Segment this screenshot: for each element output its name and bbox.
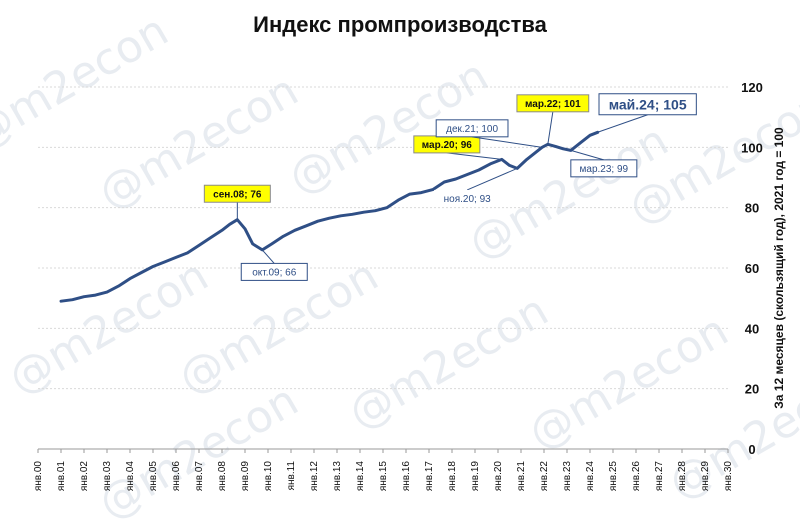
y-tick-label: 80 <box>745 201 759 216</box>
annotation-leader <box>446 152 502 160</box>
watermark-text: @m2econ <box>0 5 177 160</box>
annotation-label: май.24; 105 <box>609 96 687 112</box>
x-tick-label: янв.19 <box>470 461 481 492</box>
x-tick-label: янв.06 <box>171 461 182 492</box>
x-tick-label: янв.27 <box>654 461 665 492</box>
annotation-label: мар.20; 96 <box>422 140 473 151</box>
x-tick-label: янв.10 <box>263 461 274 492</box>
series-layer <box>59 130 600 303</box>
annotation-label: дек.21; 100 <box>446 124 498 135</box>
annotation-box <box>203 184 271 203</box>
annotation-box <box>435 119 509 138</box>
annotation-leader <box>597 114 648 133</box>
annotation-box <box>570 159 638 178</box>
annotation-leader <box>547 111 554 145</box>
x-tick-label: янв.14 <box>355 461 366 492</box>
x-tick-label: янв.23 <box>562 461 573 492</box>
x-tick-label: янв.26 <box>631 461 642 492</box>
annotation-label: сен.08; 76 <box>213 189 262 200</box>
x-tick-label: янв.05 <box>148 461 159 492</box>
x-tick-label: янв.04 <box>125 461 136 492</box>
y-tick-label: 100 <box>741 140 763 155</box>
series-line <box>59 130 600 303</box>
x-tick-label: янв.24 <box>585 461 596 492</box>
annotation-label: окт.09; 66 <box>252 268 297 279</box>
x-tick-label: янв.15 <box>378 461 389 492</box>
annotation-layer: сен.08; 76 окт.09; 66 мар.20; 96 ноя.20; 93… <box>203 93 697 281</box>
y-tick-label: 60 <box>745 261 759 276</box>
y-tick-label: 20 <box>745 382 759 397</box>
annotation-box <box>240 262 308 281</box>
x-tick-label: янв.18 <box>447 461 458 492</box>
watermark-layer: @m2econ@m2econ@m2econ@m2econ@m2econ@m2ec… <box>0 5 800 522</box>
watermark-text: @m2econ <box>90 65 307 220</box>
y-axis-label: За 12 месяцев (скользящий год), 2021 год… <box>772 127 786 409</box>
annotation-box <box>434 189 501 207</box>
x-tick-label: янв.25 <box>608 461 619 492</box>
x-tick-label: янв.30 <box>723 461 734 492</box>
x-tick-label: янв.22 <box>539 461 550 492</box>
annotation-leader <box>570 149 604 161</box>
x-tick-label: янв.21 <box>516 461 527 492</box>
y-tick-label: 40 <box>745 321 759 336</box>
x-tick-label: янв.09 <box>240 461 251 492</box>
chart-title: Индекс промпроизводства <box>253 12 547 37</box>
y-tick-label: 0 <box>748 442 755 457</box>
annotation-label: ноя.20; 93 <box>444 194 492 205</box>
x-tick-label: янв.00 <box>33 461 44 492</box>
x-tick-label: янв.28 <box>677 461 688 492</box>
annotation-label: мар.23; 99 <box>580 164 629 175</box>
x-tick-label: янв.29 <box>700 461 711 492</box>
x-tick-label: янв.12 <box>309 461 320 492</box>
x-tick-label: янв.02 <box>79 461 90 492</box>
x-tick-label: янв.20 <box>493 461 504 492</box>
annotation-leader <box>261 249 275 264</box>
axis-layer: 0 20 40 60 80 100 120 янв.00 янв.01 янв.02 янв.03 я… <box>33 80 786 491</box>
x-tick-label: янв.03 <box>102 461 113 492</box>
x-tick-label: янв.01 <box>56 461 67 492</box>
x-tick-label: янв.07 <box>194 461 205 492</box>
x-tick-label: янв.13 <box>332 461 343 492</box>
x-tick-label: янв.11 <box>286 461 297 491</box>
annotation-box <box>516 94 590 113</box>
x-tick-label: янв.17 <box>424 461 435 492</box>
x-tick-label: янв.08 <box>217 461 228 492</box>
x-tick-label: янв.16 <box>401 461 412 492</box>
annotation-leader <box>466 167 518 191</box>
annotation-label: мар.22; 101 <box>525 99 581 110</box>
annotation-leader <box>472 136 543 148</box>
annotation-box <box>598 93 697 116</box>
y-tick-label: 120 <box>741 80 763 95</box>
